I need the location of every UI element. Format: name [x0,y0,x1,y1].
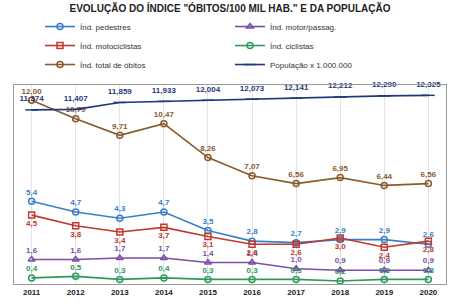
svg-text:4,7: 4,7 [158,198,170,207]
svg-text:3,4: 3,4 [114,236,126,245]
svg-text:12,325: 12,325 [416,80,441,89]
svg-text:1,6: 1,6 [26,246,38,255]
svg-text:Índ. ciclistas: Índ. ciclistas [270,42,314,51]
svg-text:1,7: 1,7 [158,244,170,253]
svg-text:2,7: 2,7 [291,229,303,238]
svg-text:0,2: 0,2 [335,267,347,276]
svg-text:0,3: 0,3 [423,266,435,275]
svg-text:2,4: 2,4 [379,251,391,260]
svg-text:4,5: 4,5 [26,219,38,228]
svg-text:3,0: 3,0 [335,242,347,251]
svg-text:0,5: 0,5 [70,263,82,272]
svg-text:0,9: 0,9 [423,256,435,265]
svg-text:10,79: 10,79 [66,105,87,114]
svg-text:0,9: 0,9 [335,256,347,265]
svg-text:9,71: 9,71 [112,122,128,131]
svg-text:2011: 2011 [23,288,41,297]
svg-text:2017: 2017 [287,288,305,297]
svg-text:0,4: 0,4 [158,264,170,273]
svg-text:2015: 2015 [199,288,217,297]
svg-text:3,1: 3,1 [202,240,214,249]
svg-text:EVOLUÇÃO DO ÍNDICE "ÓBITOS/100: EVOLUÇÃO DO ÍNDICE "ÓBITOS/100 MIL HAB."… [69,2,390,14]
svg-text:12,212: 12,212 [328,81,353,90]
svg-text:3,7: 3,7 [158,231,170,240]
svg-text:1,0: 1,0 [291,255,303,264]
svg-text:Índ. pedestres: Índ. pedestres [80,23,131,32]
svg-text:4,7: 4,7 [70,198,82,207]
svg-text:11,374: 11,374 [20,94,45,103]
svg-text:3,5: 3,5 [202,217,214,226]
svg-text:População x 1.000.000: População x 1.000.000 [270,61,352,70]
svg-text:1,4: 1,4 [246,249,258,258]
svg-text:11,407: 11,407 [64,94,89,103]
svg-text:2014: 2014 [155,288,173,297]
svg-text:6,44: 6,44 [377,172,393,181]
svg-text:2012: 2012 [67,288,85,297]
svg-text:12,004: 12,004 [196,85,221,94]
svg-text:4,3: 4,3 [114,204,126,213]
svg-text:2,8: 2,8 [423,245,435,254]
svg-text:2,9: 2,9 [335,226,347,235]
svg-text:0,4: 0,4 [26,264,38,273]
svg-text:5,4: 5,4 [26,188,38,197]
svg-text:11,933: 11,933 [152,86,177,95]
svg-text:6,56: 6,56 [288,170,304,179]
svg-text:Índ. motociclistas: Índ. motociclistas [80,42,141,51]
svg-text:12,141: 12,141 [284,83,309,92]
svg-text:2016: 2016 [243,288,261,297]
svg-text:8,26: 8,26 [200,144,216,153]
svg-text:3,8: 3,8 [70,230,82,239]
svg-text:2,6: 2,6 [291,248,303,257]
svg-text:0,3: 0,3 [246,266,258,275]
svg-text:12,073: 12,073 [240,84,265,93]
svg-text:0,3: 0,3 [114,266,126,275]
svg-text:Índ. total de óbitos: Índ. total de óbitos [80,61,145,70]
svg-text:2013: 2013 [111,288,129,297]
svg-text:2,6: 2,6 [423,230,435,239]
svg-text:0,3: 0,3 [202,266,214,275]
svg-text:1,6: 1,6 [70,246,82,255]
svg-text:7,07: 7,07 [244,162,260,171]
svg-text:1,7: 1,7 [114,244,126,253]
svg-text:2,9: 2,9 [379,226,391,235]
svg-text:11,859: 11,859 [108,87,133,96]
svg-text:2,6: 2,6 [246,248,258,257]
svg-text:12,00: 12,00 [22,87,43,96]
svg-text:2020: 2020 [419,288,437,297]
svg-text:1,4: 1,4 [202,249,214,258]
svg-text:2019: 2019 [375,288,393,297]
svg-text:0,3: 0,3 [379,266,391,275]
svg-text:2,8: 2,8 [246,227,258,236]
svg-text:0,3: 0,3 [291,266,303,275]
svg-text:2018: 2018 [331,288,349,297]
svg-text:12,290: 12,290 [372,80,397,89]
svg-text:6,95: 6,95 [332,164,348,173]
svg-text:6,56: 6,56 [421,170,437,179]
svg-text:0,9: 0,9 [379,256,391,265]
svg-text:Índ. motor/passag.: Índ. motor/passag. [270,23,336,32]
svg-text:10,47: 10,47 [154,110,175,119]
